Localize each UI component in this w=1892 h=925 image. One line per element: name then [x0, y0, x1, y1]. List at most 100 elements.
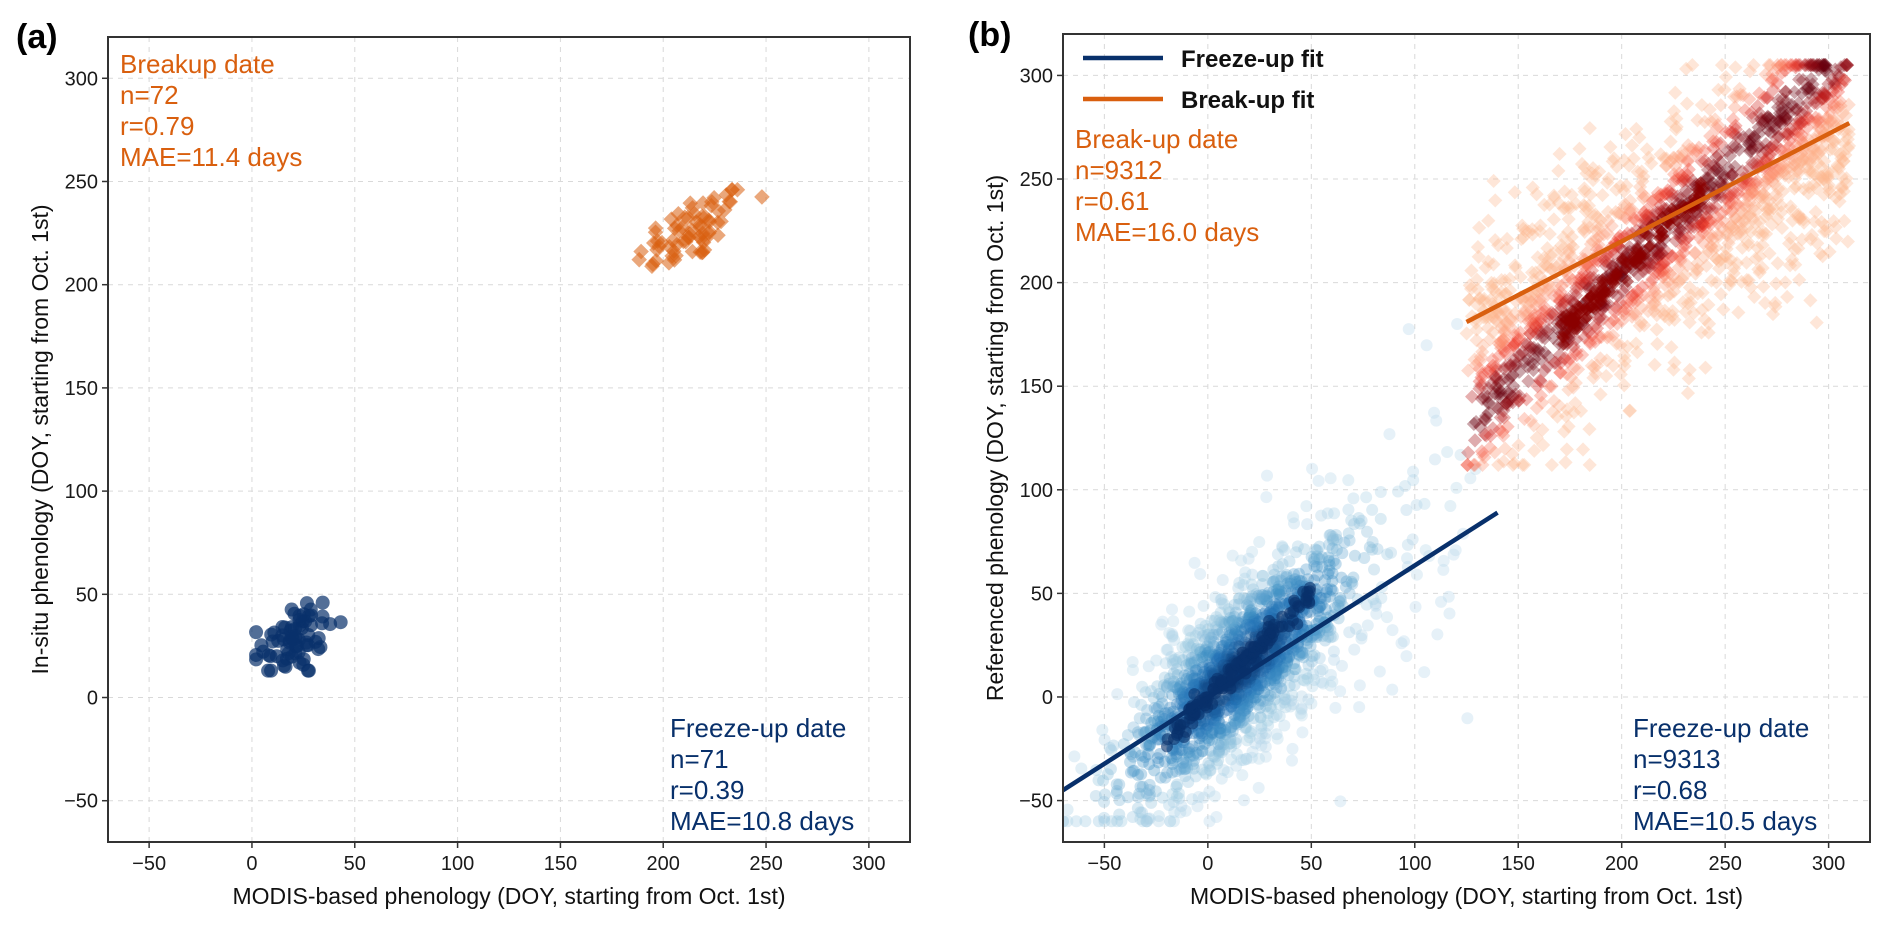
freezeup-point — [1296, 647, 1309, 660]
freezeup-point — [1297, 646, 1310, 659]
breakup-point — [1667, 173, 1682, 188]
breakup-point — [1552, 256, 1567, 271]
breakup-point — [1588, 318, 1603, 333]
breakup-point — [1808, 110, 1823, 125]
breakup-point — [1838, 147, 1853, 163]
freezeup-point — [1311, 544, 1324, 557]
freezeup-point — [1221, 635, 1234, 648]
breakup-point — [1788, 58, 1803, 73]
breakup-point — [1715, 220, 1730, 236]
freezeup-point — [1308, 674, 1321, 687]
breakup-point — [1719, 201, 1734, 216]
freezeup-point — [1126, 656, 1139, 669]
freezeup-point — [1098, 795, 1111, 808]
freezeup-point — [1136, 780, 1149, 793]
breakup-point — [1778, 110, 1793, 126]
breakup-point — [1724, 218, 1739, 233]
freezeup-point — [1111, 688, 1124, 701]
freezeup-point — [1203, 785, 1216, 798]
breakup-point — [1802, 153, 1817, 168]
breakup-point — [1563, 200, 1579, 215]
freezeup-point — [1252, 683, 1265, 696]
breakup-point — [1527, 443, 1542, 458]
freezeup-point — [1225, 721, 1238, 734]
breakup-point — [1824, 91, 1839, 106]
breakup-point — [1667, 284, 1682, 299]
freezeup-point — [1254, 671, 1267, 684]
freezeup-point — [1253, 615, 1266, 628]
panel-b-label: (b) — [968, 16, 1011, 54]
freezeup-point — [1317, 677, 1330, 690]
breakup-point — [1629, 287, 1644, 302]
freezeup-point — [1209, 714, 1222, 727]
freezeup-point — [301, 638, 316, 653]
freezeup-point — [1270, 655, 1283, 668]
freezeup-point — [1170, 743, 1183, 756]
freezeup-point — [1213, 657, 1226, 670]
breakup-point — [1480, 321, 1495, 336]
freezeup-point — [1163, 672, 1176, 685]
freezeup-point — [1225, 753, 1238, 766]
breakup-point — [1468, 414, 1484, 430]
breakup-point — [1704, 243, 1720, 258]
freezeup-point — [1164, 701, 1177, 714]
breakup-point — [1617, 200, 1632, 215]
breakup-point — [1665, 191, 1680, 206]
breakup-point — [1650, 336, 1665, 351]
breakup-point — [1681, 230, 1696, 245]
breakup-point — [1826, 214, 1841, 229]
freezeup-point — [1187, 762, 1200, 775]
x-tick-label: −50 — [132, 853, 166, 875]
breakup-point — [1655, 246, 1670, 261]
freezeup-point — [1170, 698, 1183, 711]
freezeup-point — [1216, 574, 1229, 587]
freezeup-point — [1469, 463, 1482, 476]
breakup-point — [1780, 289, 1795, 305]
breakup-point — [1572, 271, 1587, 286]
freezeup-point — [1196, 668, 1209, 681]
breakup-point — [1517, 457, 1532, 473]
freezeup-point — [1248, 686, 1261, 699]
freezeup-point — [1270, 599, 1283, 612]
freezeup-point — [1250, 683, 1263, 696]
freezeup-point — [1347, 571, 1360, 584]
breakup-point — [1760, 90, 1775, 105]
breakup-point — [1641, 150, 1656, 165]
breakup-point — [1508, 356, 1524, 371]
freezeup-point — [1188, 656, 1201, 669]
freezeup-point — [1329, 601, 1342, 614]
breakup-point — [1577, 181, 1592, 196]
breakup-point — [1780, 112, 1795, 127]
freezeup-point — [1196, 655, 1209, 668]
breakup-point — [1488, 359, 1503, 374]
freezeup-point — [1207, 635, 1220, 648]
freezeup-point — [1254, 711, 1267, 724]
breakup-point — [1781, 106, 1797, 121]
breakup-point — [1819, 100, 1834, 115]
freezeup-point — [1156, 697, 1169, 710]
breakup-point — [1586, 370, 1601, 385]
freezeup-point — [1175, 687, 1188, 700]
freezeup-point — [1345, 514, 1358, 527]
freezeup-point — [1221, 704, 1234, 717]
breakup-point — [1722, 148, 1738, 163]
breakup-point — [1795, 151, 1810, 166]
breakup-point — [1499, 339, 1514, 354]
freezeup-point — [1205, 661, 1218, 674]
freezeup-point — [1220, 650, 1233, 663]
breakup-point — [1810, 236, 1825, 251]
breakup-point — [1528, 265, 1543, 280]
freezeup-point — [1314, 664, 1327, 677]
freezeup-point — [1313, 652, 1326, 665]
breakup-point — [1833, 60, 1849, 75]
freezeup-point — [1259, 732, 1272, 745]
freezeup-point — [1274, 675, 1287, 688]
breakup-point — [1526, 356, 1541, 372]
freezeup-point — [1098, 733, 1111, 746]
freezeup-point — [1255, 676, 1268, 689]
freezeup-point — [1110, 785, 1123, 798]
breakup-point — [1527, 311, 1542, 326]
breakup-point — [1713, 287, 1729, 302]
freezeup-point — [1282, 668, 1295, 681]
freezeup-point — [1194, 568, 1207, 581]
